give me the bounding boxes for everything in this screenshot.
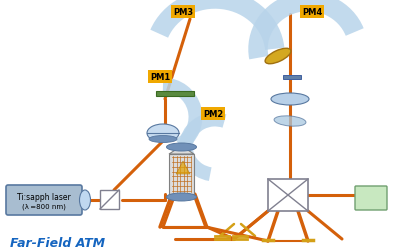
- Ellipse shape: [147, 124, 179, 142]
- Text: PM1: PM1: [150, 73, 170, 82]
- Bar: [268, 179, 308, 211]
- Bar: [100, 190, 119, 209]
- Ellipse shape: [166, 143, 196, 151]
- Polygon shape: [176, 161, 190, 174]
- Bar: [169, 154, 194, 194]
- Text: PM4: PM4: [302, 8, 322, 17]
- Polygon shape: [169, 146, 194, 154]
- FancyBboxPatch shape: [355, 186, 387, 210]
- Text: (λ =800 nm): (λ =800 nm): [22, 203, 66, 209]
- Ellipse shape: [149, 136, 177, 143]
- Ellipse shape: [265, 49, 291, 65]
- Bar: [283, 76, 301, 80]
- Bar: [156, 92, 194, 97]
- Ellipse shape: [80, 190, 90, 210]
- Ellipse shape: [166, 193, 196, 201]
- Text: Far-Field ATM: Far-Field ATM: [10, 236, 105, 249]
- Text: Ti:sapph laser: Ti:sapph laser: [17, 193, 71, 202]
- Text: PM2: PM2: [203, 110, 223, 118]
- Ellipse shape: [274, 116, 306, 127]
- Text: PM3: PM3: [173, 8, 193, 17]
- FancyBboxPatch shape: [6, 185, 82, 215]
- Ellipse shape: [271, 94, 309, 106]
